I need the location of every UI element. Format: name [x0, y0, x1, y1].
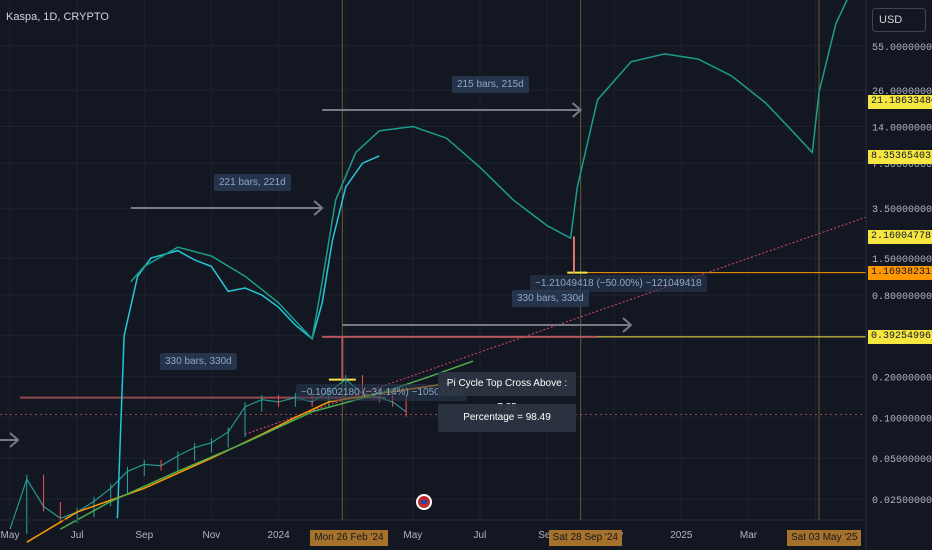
- y-tick-label: 7.50000000: [872, 160, 932, 171]
- currency-selector[interactable]: USD: [872, 8, 926, 32]
- measure-arrow-left-head: [9, 432, 20, 448]
- indicator-series-1: [130, 0, 848, 341]
- x-tick-label: Mar: [740, 530, 758, 541]
- indicator-series-0: [116, 155, 380, 519]
- y-tick-label: 0.10000000: [872, 414, 932, 425]
- percentage-callout: Percentage = 98.49: [438, 404, 576, 432]
- x-tick-label: Jul: [474, 530, 487, 541]
- date-tag: Mon 26 Feb '24: [310, 530, 388, 546]
- price-tag: 8.35365403: [868, 149, 932, 164]
- pi-cycle-callout: Pi Cycle Top Cross Above : 7.35: [438, 372, 576, 413]
- x-tick-label: 2025: [670, 530, 693, 541]
- measure-label-drop: −1.21049418 (−50.00%) −121049418: [530, 275, 707, 292]
- y-tick-label: 0.20000000: [872, 374, 932, 385]
- time-axis: MayJulSepNov2024MarMayJulSepNov2025MarMa…: [0, 519, 866, 541]
- measure-arrow-215-head: [572, 102, 583, 118]
- y-tick-label: 1.50000000: [872, 255, 932, 266]
- measure-arrow-221-head: [313, 200, 324, 216]
- chart-title: Kaspa, 1D, CRYPTO: [6, 11, 109, 23]
- indicator-series-3: [60, 360, 474, 530]
- y-tick-label: 55.00000000: [872, 43, 932, 54]
- x-tick-label: 2024: [267, 530, 290, 541]
- x-tick-label: Sep: [135, 530, 153, 541]
- date-tag: Sat 03 May '25: [787, 530, 862, 546]
- y-tick-label: 3.50000000: [872, 205, 932, 216]
- measure-arrows: [0, 102, 633, 448]
- indicator-lines: [26, 0, 848, 543]
- price-tag: 21.18633480: [868, 95, 932, 110]
- us-flag-event-icon[interactable]: [416, 494, 432, 510]
- date-tag: Sat 28 Sep '24: [548, 530, 622, 546]
- y-tick-label: 26.00000000: [872, 87, 932, 98]
- price-tag: 1.16938231: [868, 265, 932, 280]
- y-tick-label: 0.80000000: [872, 292, 932, 303]
- measure-arrow-330-head: [622, 317, 633, 333]
- x-tick-label: Nov: [203, 530, 221, 541]
- measure-label-330-a: 330 bars, 330d: [160, 353, 237, 370]
- x-tick-label: May: [403, 530, 422, 541]
- measure-label-330-b: 330 bars, 330d: [512, 290, 589, 307]
- measure-label-215: 215 bars, 215d: [452, 76, 529, 93]
- x-tick-label: Sep: [538, 530, 556, 541]
- price-tag: 2.16004778: [868, 229, 932, 244]
- price-tag: 0.39254996: [868, 329, 932, 344]
- x-tick-label: Jul: [71, 530, 84, 541]
- y-tick-label: 0.05000000: [872, 455, 932, 466]
- measure-label-drop-small: −0.10502180 (−34.14%) −10502180: [296, 384, 467, 401]
- x-tick-label: May: [1, 530, 20, 541]
- measure-label-221: 221 bars, 221d: [214, 174, 291, 191]
- y-tick-label: 0.02500000: [872, 496, 932, 507]
- grid-lines: [0, 0, 866, 520]
- y-tick-label: 14.00000000: [872, 123, 932, 134]
